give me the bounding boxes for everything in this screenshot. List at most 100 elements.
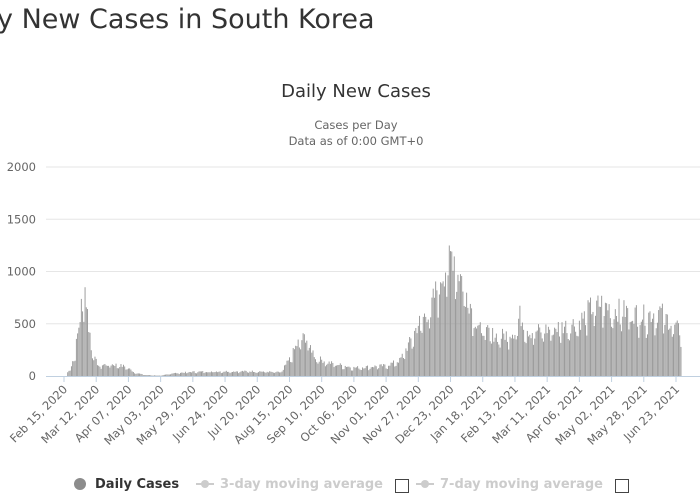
page-title: ily New Cases in South Korea [0, 4, 375, 35]
bar [68, 370, 70, 376]
bar [507, 341, 508, 376]
legend-item-3day-average[interactable]: 3-day moving average [196, 474, 383, 494]
bar [550, 340, 552, 376]
bar [177, 373, 179, 376]
bar [224, 371, 226, 376]
bar [628, 329, 630, 376]
bar [538, 324, 539, 376]
bar [526, 330, 528, 376]
bar [614, 309, 616, 376]
bar [609, 318, 611, 376]
line-marker-icon [416, 480, 434, 488]
bar [466, 292, 468, 376]
bar [674, 324, 676, 376]
bar [479, 322, 481, 376]
bar [520, 326, 522, 376]
bar [539, 327, 541, 376]
bar [419, 315, 421, 376]
bar [492, 327, 494, 376]
bar [125, 369, 127, 376]
bar [525, 343, 527, 376]
bar [530, 338, 532, 376]
bar [196, 373, 198, 376]
bar [218, 371, 220, 376]
bar [261, 371, 263, 376]
bar [565, 320, 567, 376]
bar [276, 371, 278, 376]
bar [326, 364, 328, 376]
bar [404, 359, 406, 376]
bar [338, 364, 340, 376]
bar [498, 344, 500, 376]
bar [184, 371, 186, 376]
bar [412, 346, 414, 376]
bar [432, 288, 434, 376]
bar [67, 372, 69, 376]
bar [649, 311, 651, 376]
bar [322, 362, 324, 376]
legend-item-7day-average[interactable]: 7-day moving average [416, 474, 603, 494]
bar [556, 332, 558, 376]
bar [176, 373, 178, 376]
bar [95, 358, 97, 376]
bar [182, 372, 184, 376]
legend-item-daily-cases[interactable]: Daily Cases [74, 474, 179, 494]
bar [585, 325, 587, 376]
bar [127, 368, 129, 376]
bar [145, 375, 147, 376]
bar [586, 335, 588, 376]
bar [633, 323, 635, 376]
bar [147, 375, 149, 376]
bar [246, 372, 248, 376]
bar [287, 360, 289, 376]
bar [528, 336, 530, 376]
checkbox-3day-average[interactable] [395, 479, 409, 493]
bar [106, 365, 108, 376]
bar [272, 372, 274, 376]
bar [199, 371, 201, 376]
bar [290, 361, 292, 376]
bar [417, 325, 419, 376]
bar [302, 333, 304, 376]
bar [318, 361, 320, 376]
bar [455, 299, 456, 376]
bar [616, 315, 617, 376]
checkbox-7day-average[interactable] [615, 479, 629, 493]
bar [495, 333, 497, 376]
bar [296, 346, 298, 376]
bar [637, 326, 639, 376]
bar [533, 344, 534, 376]
bar [203, 373, 205, 376]
bar [69, 370, 71, 376]
bar [324, 366, 326, 376]
bar [193, 371, 195, 376]
bar [213, 372, 215, 376]
bar [642, 319, 644, 376]
bar [100, 368, 102, 376]
bar [192, 371, 194, 376]
bar [295, 345, 297, 376]
chart-title: Daily New Cases [281, 81, 431, 102]
bar [518, 318, 520, 376]
bar [560, 342, 562, 376]
bar [671, 336, 673, 376]
bar [209, 372, 211, 376]
bar [149, 375, 150, 376]
bar [267, 372, 269, 376]
bar [535, 331, 537, 376]
bar [99, 366, 101, 376]
bar [317, 363, 319, 376]
bar [144, 375, 145, 376]
bar [452, 270, 454, 376]
bar [407, 342, 409, 376]
bar [256, 372, 258, 376]
y-tick-label: 1500 [7, 212, 36, 226]
bar [634, 307, 636, 376]
bar [178, 374, 180, 376]
bar [248, 372, 250, 376]
bar [349, 367, 351, 376]
bar [635, 305, 637, 376]
bar [123, 364, 124, 376]
bar [653, 313, 655, 376]
bar [513, 338, 515, 376]
